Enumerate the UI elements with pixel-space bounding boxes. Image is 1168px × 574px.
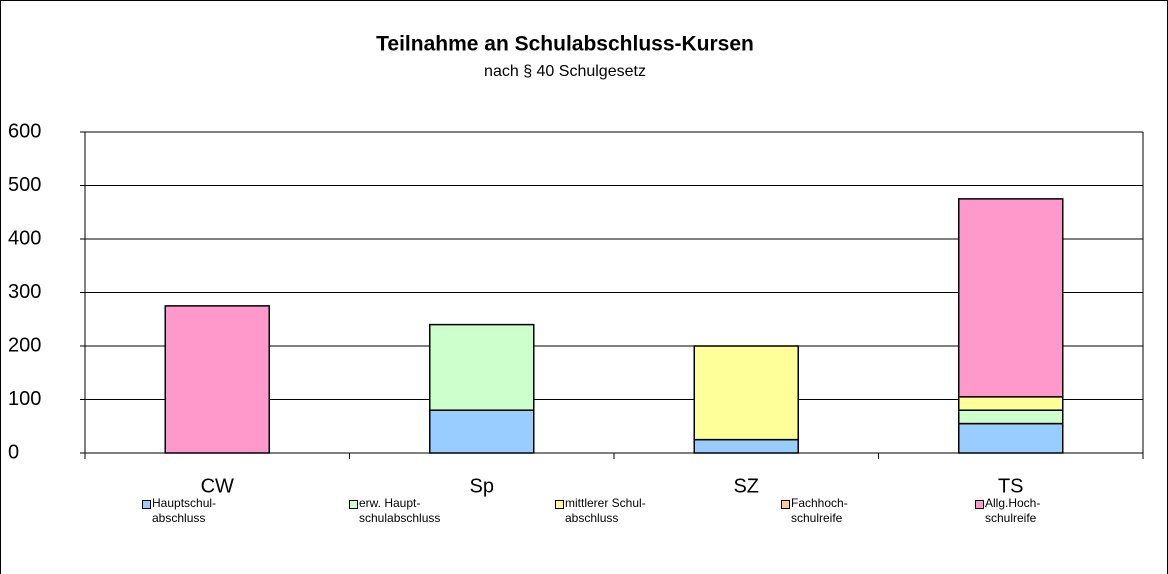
y-tick-label: 100 [8, 388, 41, 410]
bar-segment [958, 409, 1064, 425]
bar-segment [958, 422, 1064, 454]
y-tick-label: 0 [8, 441, 19, 463]
chart-title: Teilnahme an Schulabschluss-Kursen [376, 33, 754, 56]
legend-item: Hauptschul- abschluss [142, 496, 217, 526]
x-tick-label: SZ [733, 475, 759, 497]
legend-label: Hauptschul- abschluss [152, 496, 217, 525]
x-tick-label: TS [998, 475, 1024, 497]
legend-item: Fachhoch- schulreife [781, 496, 848, 526]
x-tick-label: Sp [470, 475, 494, 497]
bar-segment [958, 198, 1064, 398]
legend-swatch [781, 500, 790, 509]
y-tick-label: 300 [8, 281, 41, 303]
legend-label: Fachhoch- schulreife [791, 496, 848, 525]
y-tick-label: 600 [8, 120, 41, 142]
legend-swatch [975, 500, 984, 509]
bar-segment [693, 345, 799, 441]
y-tick-label: 200 [8, 334, 41, 356]
legend-swatch [555, 500, 564, 509]
y-tick-label: 400 [8, 227, 41, 249]
legend-swatch [349, 500, 358, 509]
legend-label: mittlerer Schul- abschluss [565, 496, 646, 525]
bar-segment [429, 323, 535, 411]
chart-subtitle: nach § 40 Schulgesetz [484, 63, 646, 80]
legend-item: erw. Haupt- schulabschluss [349, 496, 441, 526]
bar-segment [429, 409, 535, 454]
legend-swatch [142, 500, 151, 509]
bar-segment [958, 396, 1064, 411]
legend-label: erw. Haupt- schulabschluss [359, 496, 441, 525]
y-tick-label: 500 [8, 174, 41, 196]
bar-segment [693, 438, 799, 454]
legend-label: Allg.Hoch- schulreife [985, 496, 1041, 525]
x-tick-label: CW [201, 475, 234, 497]
bar-segment [164, 305, 270, 454]
legend-item: mittlerer Schul- abschluss [555, 496, 646, 526]
legend-item: Allg.Hoch- schulreife [975, 496, 1041, 526]
